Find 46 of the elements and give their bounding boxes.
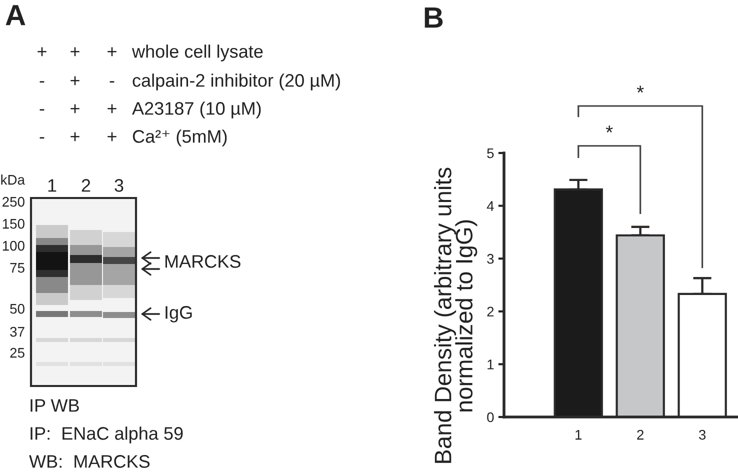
text: IP: ENaC alpha 59 [30, 426, 183, 444]
text: Ca²⁺ (5mM) [132, 130, 227, 146]
text: whole cell lysate [132, 44, 263, 62]
text: + [108, 47, 116, 56]
x-tick-label: 1 [576, 430, 582, 440]
text: 75 [10, 263, 24, 273]
text: - [40, 137, 44, 139]
chart-title: B [424, 8, 443, 28]
text: + [38, 47, 46, 56]
y-tick-label: 0 [487, 412, 494, 422]
text: - [40, 109, 44, 111]
text: 150 [2, 218, 24, 229]
text: 3 [114, 179, 124, 192]
y-tick-label: 2 [487, 306, 494, 316]
text: * [636, 86, 644, 93]
text: MARCKS [165, 255, 240, 268]
y-tick-label: 1 [488, 360, 494, 370]
text: + [70, 104, 80, 114]
text: + [70, 76, 80, 86]
text: 37 [10, 326, 24, 337]
text: 1 [48, 179, 56, 192]
y-axis-title: Band Density (arbitrary units normalized to IgG) [434, 168, 478, 463]
y-tick-label: 3 [487, 254, 494, 264]
text: IP WB [30, 399, 79, 412]
text: IgG [166, 306, 192, 322]
y-tick-label: 5 [487, 148, 494, 158]
text: 100 [2, 240, 24, 251]
text: 2 [82, 179, 90, 192]
text: - [110, 81, 114, 83]
text: + [70, 47, 80, 56]
text: 50 [10, 304, 24, 314]
x-tick-label: 3 [698, 430, 706, 440]
text: 250 [2, 196, 24, 207]
text: kDa [1, 174, 25, 185]
text: A [6, 5, 26, 26]
text: + [108, 132, 116, 142]
text: + [70, 132, 80, 142]
text: 25 [10, 348, 24, 358]
text: * [606, 126, 613, 132]
text: WB: MARCKS [29, 455, 150, 468]
text: A23187 (10 µM) [132, 102, 261, 118]
text: - [40, 81, 44, 83]
text: + [108, 104, 116, 114]
x-tick-label: 2 [637, 430, 644, 440]
y-tick-label: 4 [486, 201, 494, 211]
text: calpain-2 inhibitor (20 µM) [132, 74, 340, 90]
